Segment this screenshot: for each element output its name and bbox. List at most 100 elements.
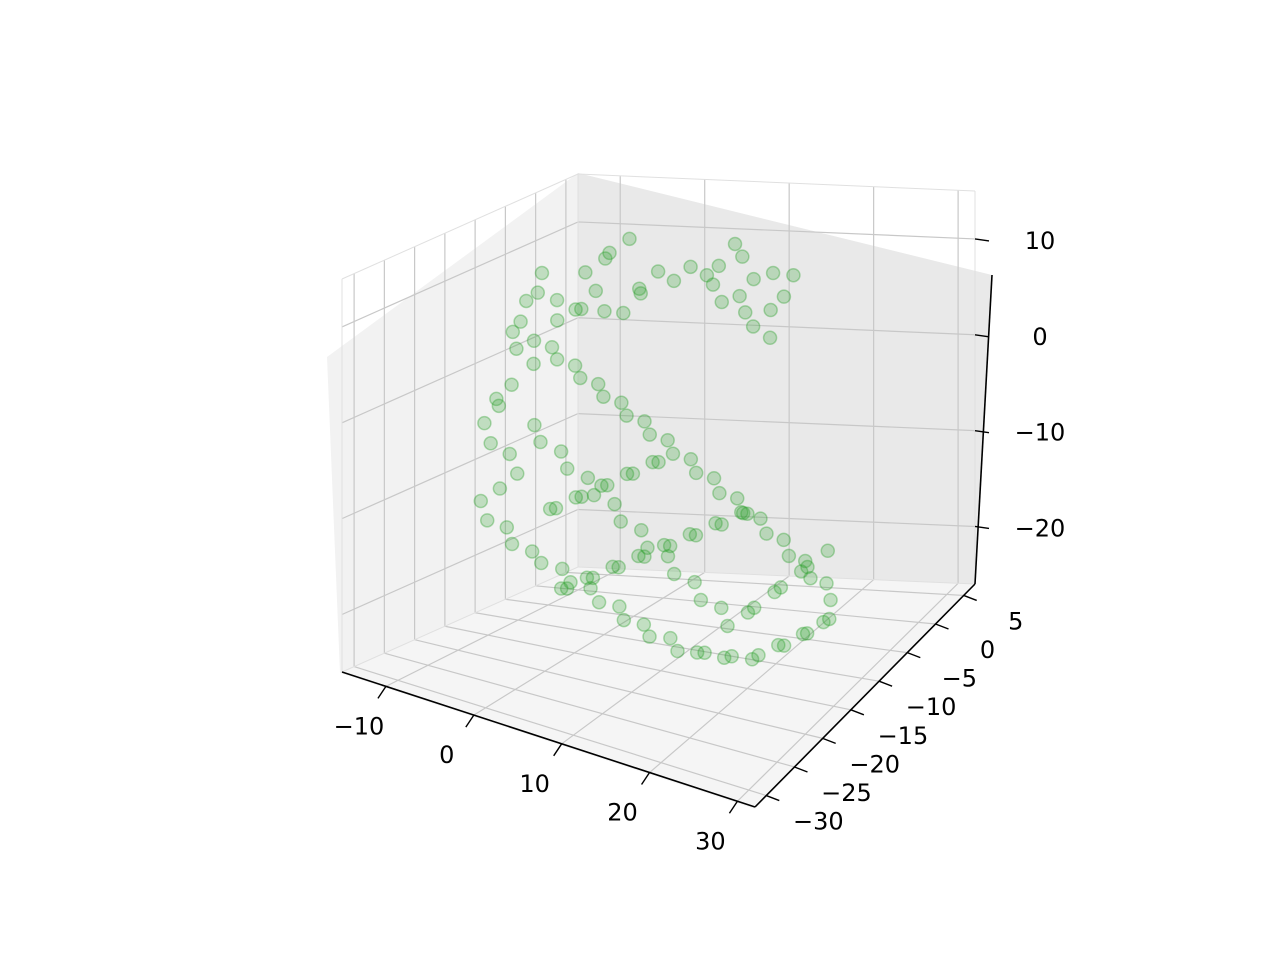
scatter-point <box>637 549 652 564</box>
scatter-point <box>579 570 595 585</box>
z-tick-label: −20 <box>1015 514 1066 542</box>
scatter-point <box>533 434 548 450</box>
y-axis-line <box>754 583 976 808</box>
x-tick <box>377 685 387 699</box>
pane-edge <box>577 566 976 585</box>
scatter-point <box>602 245 617 261</box>
x-tick-label: 0 <box>439 741 454 769</box>
scatter-point <box>605 559 620 575</box>
pane-edge <box>341 173 579 280</box>
scatter-point <box>688 465 704 481</box>
scatter-point <box>473 493 489 509</box>
scatter-points <box>473 231 838 667</box>
scatter-point <box>699 267 715 283</box>
y-tick-label: −25 <box>821 779 872 807</box>
scatter-point <box>759 526 774 541</box>
scatter-point <box>559 581 575 596</box>
scatter-point <box>542 501 558 517</box>
scatter-point <box>732 288 747 304</box>
scatter-point <box>567 358 583 373</box>
scatter-point <box>735 505 751 521</box>
scatter-point <box>598 251 613 266</box>
scatter-point <box>489 391 504 407</box>
scatter-point <box>513 314 528 329</box>
scatter-point <box>616 305 631 321</box>
scatter-point <box>585 570 601 586</box>
scatter-point <box>662 538 678 554</box>
scatter-point <box>670 643 685 659</box>
scatter-point <box>650 264 666 279</box>
scatter-point <box>563 575 578 590</box>
y-tick-label: 5 <box>1008 607 1023 635</box>
scatter-point <box>688 528 704 543</box>
scatter-point <box>735 249 750 264</box>
scatter-point <box>711 258 727 274</box>
scatter-point <box>776 532 791 548</box>
scatter-point <box>697 645 712 660</box>
scatter-point <box>622 231 637 247</box>
scatter-point <box>663 630 678 646</box>
scatter-point <box>744 652 760 667</box>
scatter-point <box>660 433 675 448</box>
scatter-point <box>586 487 602 503</box>
scatter-point <box>683 451 699 467</box>
scatter-point <box>594 478 609 493</box>
scatter-point <box>519 293 534 309</box>
scatter-point <box>682 526 698 542</box>
scatter-point <box>740 506 755 521</box>
scatter-point <box>793 564 809 579</box>
x-axis-line <box>341 671 756 808</box>
scatter-point <box>666 566 682 582</box>
scatter-point <box>687 574 702 590</box>
y-tick <box>766 794 780 802</box>
scatter-point <box>714 294 730 310</box>
scatter-point <box>483 436 498 451</box>
y-tick <box>907 651 921 659</box>
scatter-point <box>773 580 789 595</box>
axes-panes <box>327 173 992 809</box>
x-tick-label: 30 <box>695 827 726 855</box>
scatter-point <box>544 339 560 355</box>
z-tick-label: −10 <box>1015 419 1066 447</box>
scatter-point <box>734 504 749 520</box>
scatter-point <box>763 302 778 318</box>
scatter-point <box>477 415 492 431</box>
scatter-point <box>510 466 525 481</box>
y-tick <box>963 594 977 602</box>
x-tick <box>728 800 739 814</box>
y-tick-label: −10 <box>906 693 957 721</box>
axis-lines <box>341 274 993 808</box>
scatter-point <box>771 637 786 653</box>
scatter-point <box>693 592 709 608</box>
scatter-point <box>781 548 797 564</box>
scatter-point <box>795 626 811 642</box>
scatter-point <box>660 548 676 564</box>
scatter-point <box>580 470 596 486</box>
scatter-point <box>504 536 520 552</box>
scatter-point <box>665 446 681 461</box>
scatter-point <box>632 281 647 296</box>
y-tick-label: −5 <box>942 665 977 693</box>
scatter-point <box>574 301 589 317</box>
scatter-point <box>776 638 792 653</box>
scatter-point <box>729 491 745 506</box>
scatter-point <box>555 561 570 577</box>
scatter-point <box>568 490 584 505</box>
scatter-point <box>583 580 598 596</box>
scatter-point <box>776 289 792 304</box>
scatter-point <box>800 559 815 575</box>
y-tick-label: 0 <box>980 636 995 664</box>
z-tick <box>974 238 990 242</box>
scatter-point <box>613 514 628 529</box>
x-tick <box>553 743 563 757</box>
scatter-point <box>590 376 606 392</box>
scatter-point <box>683 259 698 275</box>
scatter-point <box>597 303 612 319</box>
x-tick-label: −10 <box>334 712 385 740</box>
y-tick-label: −15 <box>878 722 929 750</box>
scatter-point <box>534 265 550 281</box>
scatter-point <box>633 286 648 301</box>
scatter-point <box>642 629 657 644</box>
scatter-point <box>746 271 761 287</box>
